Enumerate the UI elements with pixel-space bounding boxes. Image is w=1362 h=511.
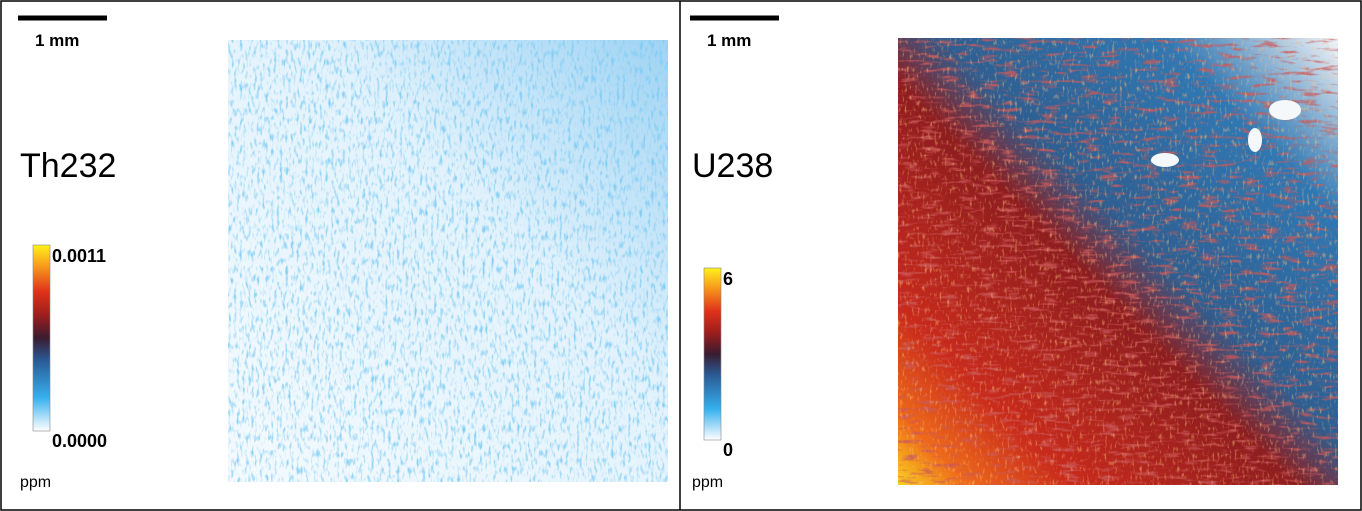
unit-label: ppm — [20, 474, 51, 491]
panel-u: 1 mm U238 6 0 ppm — [690, 15, 1338, 491]
colorbar-min: 0 — [723, 440, 733, 460]
colorbar-max: 6 — [723, 269, 733, 289]
scale-bar-label: 1 mm — [707, 31, 751, 50]
unit-label: ppm — [692, 474, 723, 491]
th-map — [228, 40, 668, 482]
element-label: Th232 — [20, 147, 116, 185]
element-label: U238 — [692, 147, 773, 185]
scale-bar-label: 1 mm — [35, 31, 79, 50]
colorbar — [32, 244, 51, 432]
colorbar — [703, 267, 722, 441]
colorbar-max: 0.0011 — [52, 246, 106, 266]
panel-th: 1 mm Th232 0.0011 0.0000 ppm — [18, 15, 668, 491]
u-map — [898, 38, 1338, 485]
colorbar-min: 0.0000 — [52, 431, 107, 451]
